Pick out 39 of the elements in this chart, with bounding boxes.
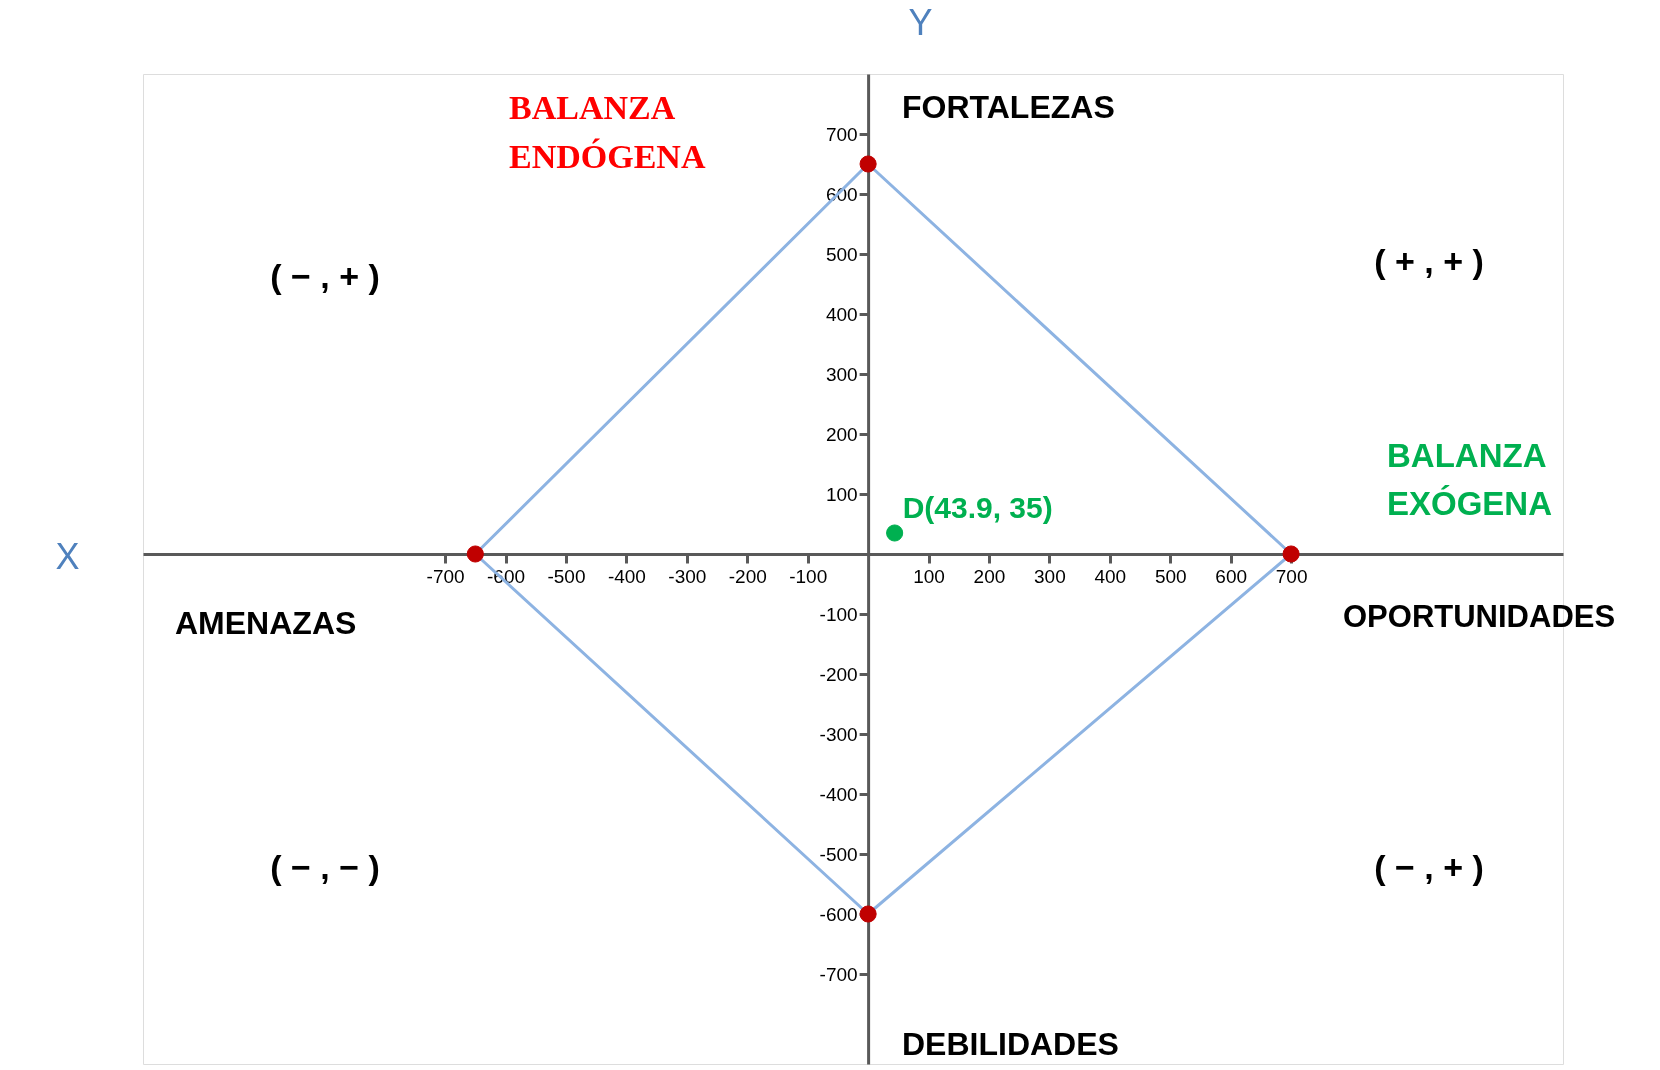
y-tick-label: -100 [819,603,858,625]
y-tick-label: -700 [819,963,858,985]
x-tick-label: -700 [426,565,465,587]
x-axis-title: X [55,535,80,577]
y-tick-label: -600 [819,903,858,925]
annotation: ( − , − ) [270,848,380,886]
y-tick-label: -300 [819,723,858,745]
x-tick-label: -300 [668,565,707,587]
annotation: BALANZA ENDÓGENA [509,89,706,176]
x-tick-label: -500 [547,565,586,587]
y-tick-label: 100 [825,483,858,505]
annotation: FORTALEZAS [902,89,1115,125]
y-tick-label: 400 [825,303,858,325]
y-tick-label: 700 [825,123,858,145]
annotation: ( − , + ) [270,257,380,295]
x-tick-label: 100 [913,565,945,587]
y-tick-label: -400 [819,783,858,805]
y-tick-label: 300 [825,363,858,385]
y-tick-label: -500 [819,843,858,865]
y-axis-title: Y [908,1,933,43]
x-tick-label: 400 [1094,565,1127,587]
x-tick-label: 500 [1154,565,1187,587]
x-tick-label: 300 [1034,565,1066,587]
y-tick-label: 200 [825,423,858,445]
x-tick-label: 700 [1275,565,1308,587]
annotation: ( + , + ) [1374,242,1484,280]
x-tick-label: -200 [728,565,767,587]
y-tick-label: -200 [819,663,858,685]
annotation: OPORTUNIDADES [1343,599,1616,634]
y-tick-label: 500 [825,243,858,265]
annotation: D(43.9, 35) [902,491,1053,524]
annotation: ( − , + ) [1374,848,1484,886]
annotation: AMENAZAS [175,605,357,641]
x-tick-label: -100 [789,565,828,587]
annotation: BALANZA EXÓGENA [1387,437,1553,522]
annotation: DEBILIDADES [902,1026,1119,1062]
x-tick-label: 600 [1215,565,1248,587]
x-tick-label: -400 [607,565,646,587]
x-tick-label: 200 [973,565,1006,587]
